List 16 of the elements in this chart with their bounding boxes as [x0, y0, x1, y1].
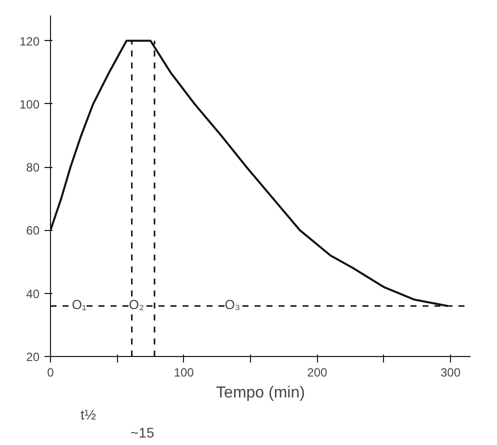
annotation: O₁: [72, 296, 88, 312]
y-tick-label: 120: [19, 34, 40, 48]
x-axis-title: Tempo (min): [216, 384, 305, 402]
x-tick-label: 0: [47, 366, 54, 380]
y-tick-label: 100: [19, 97, 40, 112]
x-tick-label: 100: [174, 366, 194, 380]
x-tick-label: 300: [440, 366, 461, 380]
y-tick-label: 80: [26, 160, 40, 175]
annotation: O₂: [128, 296, 144, 312]
y-tick-label: 40: [26, 286, 40, 301]
text: ~15: [130, 424, 154, 440]
y-tick-label: 20: [26, 350, 40, 364]
x-tick-label: 200: [307, 366, 328, 380]
y-tick-label: 60: [26, 224, 40, 238]
text: t½: [80, 406, 96, 422]
annotation: O₃: [224, 296, 240, 312]
